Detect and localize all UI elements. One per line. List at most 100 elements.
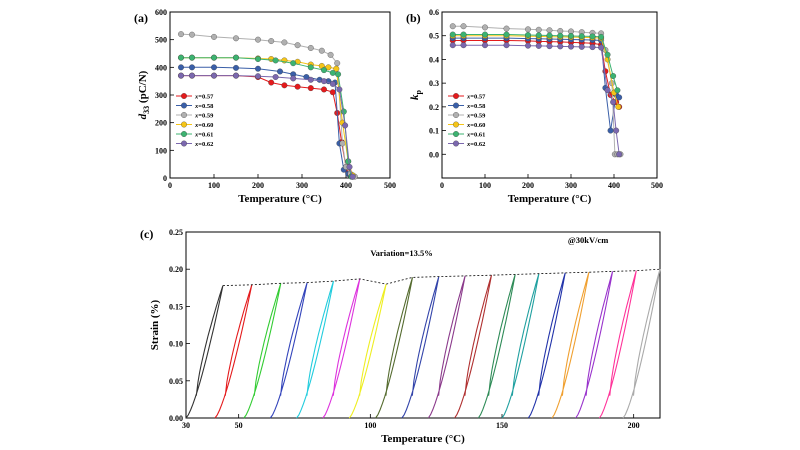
data-point: [568, 33, 574, 39]
legend-marker: [181, 131, 187, 137]
data-point: [482, 42, 488, 49]
data-point: [589, 44, 596, 51]
y-tick-label: 300: [155, 91, 167, 100]
y-tick-label: 0.15: [169, 302, 183, 311]
data-point: [503, 25, 510, 32]
data-point: [268, 79, 275, 86]
data-point: [525, 26, 531, 33]
strain-loop: [348, 283, 387, 419]
series-line: [452, 40, 620, 108]
strain-loop: [598, 270, 637, 419]
data-point: [189, 72, 195, 79]
y-tick-label: 0.00: [169, 414, 183, 423]
data-point: [339, 140, 346, 147]
plot-frame: [185, 231, 661, 419]
y-tick-label: 0: [163, 174, 167, 183]
y-tick-label: 600: [155, 8, 167, 17]
legend-entry: x=0.61: [194, 132, 213, 139]
data-point: [329, 89, 336, 96]
data-point: [211, 72, 217, 79]
data-point: [321, 78, 327, 85]
data-point: [233, 54, 239, 61]
data-point: [615, 103, 622, 110]
data-point: [449, 31, 456, 38]
series-line: [452, 44, 620, 155]
strain-loop: [575, 271, 614, 419]
x-tick-label: 150: [496, 421, 508, 430]
data-point: [294, 83, 301, 90]
data-point: [546, 32, 553, 39]
x-tick-label: 500: [384, 181, 396, 190]
data-point: [589, 33, 596, 40]
strain-loop: [185, 285, 224, 419]
data-point: [557, 32, 564, 39]
strain-loop: [296, 280, 335, 419]
legend-marker: [181, 102, 187, 109]
data-point: [614, 87, 621, 94]
strain-loop: [322, 278, 361, 419]
y-axis-title: kp: [409, 89, 423, 100]
x-tick-label: 400: [608, 181, 620, 190]
series-line: [181, 57, 352, 177]
data-point: [482, 24, 488, 31]
y-tick-label: 0.25: [169, 228, 183, 237]
x-tick-label: 400: [340, 181, 352, 190]
y-axis-title: Strain (%): [149, 299, 161, 350]
data-point: [460, 31, 467, 38]
x-tick-label: 50: [235, 421, 243, 430]
data-point: [345, 158, 352, 165]
legend-entry: x=0.60: [466, 122, 485, 129]
data-point: [535, 32, 542, 39]
data-point: [546, 27, 553, 34]
data-point: [610, 99, 617, 106]
y-tick-label: 0.4: [429, 55, 439, 64]
data-point: [546, 43, 553, 50]
data-point: [329, 69, 336, 76]
data-point: [482, 31, 488, 38]
y-tick-label: 100: [155, 146, 167, 155]
x-tick-label: 200: [628, 421, 640, 430]
y-tick-label: 0.10: [169, 340, 183, 349]
data-point: [211, 33, 217, 40]
legend-entry: x=0.62: [194, 141, 213, 148]
data-point: [525, 42, 531, 49]
data-point: [321, 86, 327, 93]
series-line: [180, 33, 356, 178]
series-line: [181, 75, 354, 177]
data-point: [334, 60, 341, 67]
data-point: [335, 71, 342, 78]
panel-label: (a): [134, 11, 148, 25]
data-point: [336, 86, 343, 93]
y-tick-label: 0.20: [169, 265, 183, 274]
panel-label: (c): [140, 227, 153, 241]
data-point: [598, 33, 605, 40]
y-tick-label: 0.05: [169, 377, 183, 386]
data-point: [268, 38, 275, 44]
peak-envelope: [222, 268, 661, 286]
strain-loop: [427, 275, 466, 419]
legend-entry: x=0.59: [194, 113, 214, 120]
data-point: [255, 73, 261, 80]
data-point: [290, 75, 297, 82]
y-tick-label: 0.2: [429, 103, 439, 112]
data-point: [598, 44, 605, 51]
data-point: [613, 127, 620, 134]
panel-c: 30 50 100 150 200 0.00 0.05 0.10 0.15 0.20 0.25 (c)…: [140, 227, 661, 445]
legend-marker: [453, 93, 459, 99]
data-point: [578, 43, 585, 50]
legend-marker: [453, 131, 459, 137]
legend-marker: [453, 112, 459, 118]
data-point: [211, 54, 217, 61]
data-point: [610, 73, 617, 79]
data-point: [449, 42, 456, 49]
legend-marker: [453, 102, 459, 109]
x-axis-title: Temperature (°C): [508, 193, 592, 205]
data-point: [604, 87, 611, 94]
data-point: [325, 64, 332, 71]
data-point: [616, 94, 623, 101]
strain-loop: [214, 284, 253, 419]
strain-loop: [622, 269, 661, 419]
y-tick-label: 400: [155, 63, 167, 72]
data-point: [607, 127, 614, 134]
